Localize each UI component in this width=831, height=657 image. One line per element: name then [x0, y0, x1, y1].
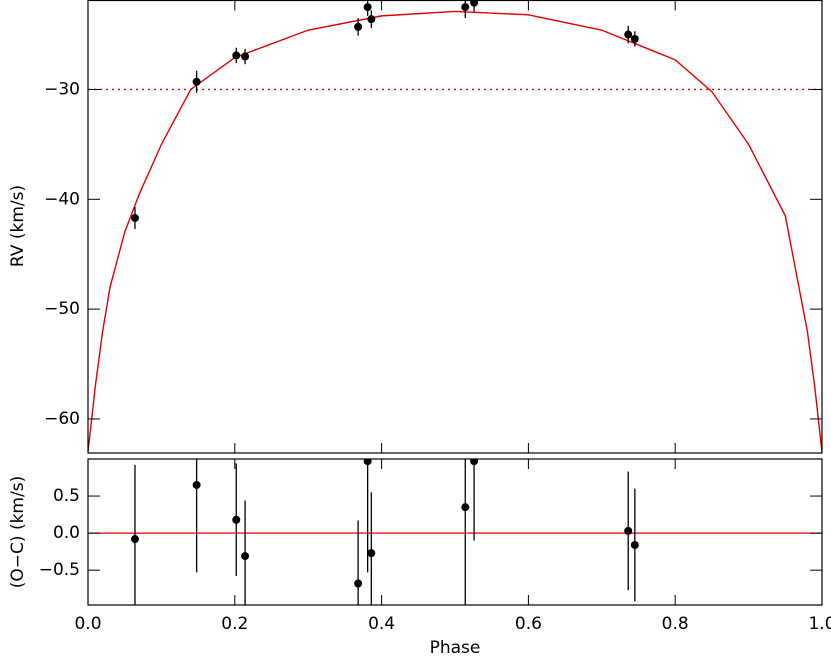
x-tick-label: 0.0 [74, 614, 101, 634]
data-point [630, 34, 639, 43]
data-point [232, 51, 241, 60]
data-point [470, 459, 479, 466]
data-point [470, 0, 479, 7]
plot-frame [87, 458, 823, 606]
data-point [624, 30, 633, 39]
y-tick-label: −30 [44, 79, 80, 99]
x-tick-label: 0.6 [515, 614, 542, 634]
plot-area [88, 0, 822, 452]
y-axis-label: RV (km/s) [8, 185, 28, 267]
data-point [130, 535, 139, 544]
y-tick-label: −0.5 [39, 560, 80, 580]
x-axis-label: Phase [430, 638, 481, 657]
y-tick-label: 0.5 [53, 486, 80, 506]
data-point [630, 540, 639, 549]
y-tick-label: −40 [44, 189, 80, 209]
data-point [363, 459, 372, 466]
y-axis-label: (O−C) (km/s) [8, 476, 28, 588]
data-point [624, 526, 633, 535]
data-point [367, 549, 376, 558]
plot-frame [87, 0, 823, 454]
x-tick-label: 0.8 [662, 614, 689, 634]
model-curve [88, 10, 822, 452]
data-point [192, 480, 201, 489]
x-tick-label: 1.0 [808, 614, 831, 634]
data-point [241, 552, 250, 561]
data-point [354, 22, 363, 31]
data-point [241, 52, 250, 61]
data-point [192, 77, 201, 86]
x-tick-label: 0.2 [221, 614, 248, 634]
data-point [232, 515, 241, 524]
data-point [354, 579, 363, 588]
data-point [461, 503, 470, 512]
data-point [363, 3, 372, 12]
data-point [130, 213, 139, 222]
y-tick-label: −50 [44, 299, 80, 319]
data-point [367, 15, 376, 24]
y-tick-label: 0.0 [53, 523, 80, 543]
plot-area [88, 459, 822, 605]
x-tick-label: 0.4 [368, 614, 395, 634]
data-point [461, 3, 470, 12]
y-tick-label: −60 [44, 409, 80, 429]
